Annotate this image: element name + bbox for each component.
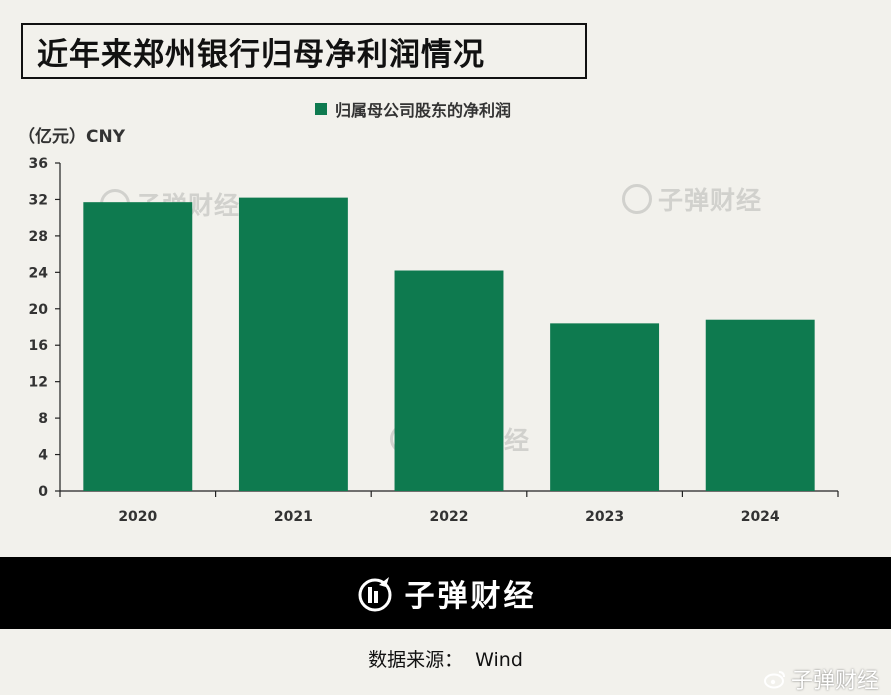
footer-brand: 子弹财经 (404, 579, 537, 614)
y-tick-label: 12 (29, 375, 48, 391)
y-axis: 0 4 8 12 16 20 24 28 32 36 (29, 156, 61, 500)
legend-label: 归属母公司股东的净利润 (335, 101, 512, 120)
legend: 归属母公司股东的净利润 (315, 97, 511, 121)
weibo-icon (763, 671, 785, 689)
y-tick-label: 16 (29, 338, 48, 354)
x-tick-label: 2020 (118, 509, 157, 525)
legend-swatch (315, 103, 327, 115)
bar-2023 (550, 323, 660, 491)
data-source: 数据来源： Wind (368, 649, 523, 671)
y-tick-label: 36 (29, 156, 48, 172)
x-tick-label: 2022 (430, 509, 469, 525)
x-axis: 2020 2021 2022 2023 2024 (59, 490, 839, 525)
bar-2024 (705, 319, 815, 491)
bullet-finance-logo-icon (358, 577, 391, 612)
y-tick-label: 0 (38, 484, 48, 500)
weibo-watermark: 子弹财经 (763, 663, 879, 695)
bar-2020 (83, 202, 193, 491)
x-tick-label: 2021 (274, 509, 313, 525)
y-axis-unit-label: （亿元）CNY (18, 127, 126, 147)
y-tick-label: 4 (38, 448, 48, 464)
footer-band: 子弹财经 (0, 557, 891, 629)
y-tick-label: 24 (29, 265, 49, 281)
bars (83, 197, 815, 491)
y-tick-label: 8 (38, 411, 48, 427)
bar-2022 (394, 270, 504, 491)
chart-title: 近年来郑州银行归母净利润情况 (37, 36, 485, 73)
y-tick-label: 28 (29, 229, 48, 245)
weibo-text: 子弹财经 (790, 669, 879, 694)
title-box: 近年来郑州银行归母净利润情况 (21, 23, 587, 79)
x-tick-label: 2023 (585, 509, 624, 525)
x-tick-label: 2024 (741, 509, 780, 525)
y-tick-label: 32 (29, 192, 48, 208)
bar-2021 (238, 197, 348, 491)
y-tick-label: 20 (29, 302, 49, 318)
